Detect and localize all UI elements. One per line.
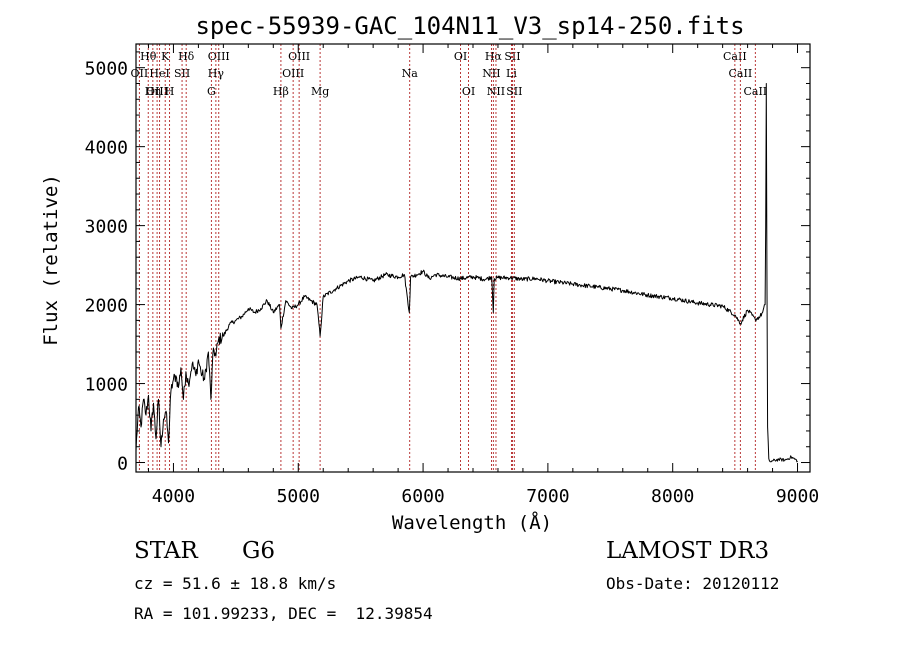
- line-label-21: NII: [482, 67, 500, 80]
- y-tick-label-5: 5000: [85, 59, 128, 80]
- observation-date: Obs-Date: 20120112: [606, 574, 780, 593]
- line-label-10: Hγ: [208, 67, 225, 80]
- line-label-14: OIII: [282, 67, 304, 80]
- line-label-24: SII: [506, 85, 522, 98]
- spectrum-layer: [135, 83, 798, 463]
- object-class: STAR: [134, 538, 198, 564]
- axes: 4000 5000 6000 7000 8000 9000 0 1000 2000 3000 400…: [85, 44, 819, 507]
- y-tick-label-3: 3000: [85, 217, 128, 238]
- line-label-20: SII: [504, 50, 520, 63]
- line-label-22: Li: [506, 67, 517, 80]
- line-label-5: Hη: [145, 85, 161, 98]
- line-label-11: G: [207, 85, 216, 98]
- spectrum-line: [135, 83, 798, 463]
- object-subclass: G6: [242, 538, 276, 564]
- line-label-23: NII: [487, 85, 505, 98]
- x-tick-label-0: 4000: [152, 486, 195, 507]
- line-label-9: OIII: [208, 50, 230, 63]
- line-label-27: CaII: [743, 85, 767, 98]
- line-label-18: OI: [462, 85, 475, 98]
- x-tick-label-2: 6000: [401, 486, 444, 507]
- emission-line-markers: Hθ OII OIII HeI K Hη SII H Hδ OIII Hγ G Hβ OIII OIII Mg…: [131, 44, 767, 472]
- coordinates: RA = 101.99233, DEC = 12.39854: [134, 604, 433, 623]
- line-label-15: Mg: [311, 85, 329, 98]
- plot-frame: [135, 43, 811, 473]
- line-label-1: OII: [131, 67, 149, 80]
- line-label-17: OI: [454, 50, 467, 63]
- x-tick-label-1: 5000: [277, 486, 320, 507]
- survey-name: LAMOST DR3: [606, 538, 770, 564]
- redshift-cz: cz = 51.6 ± 18.8 km/s: [134, 574, 337, 593]
- line-label-19: Hα: [485, 50, 503, 63]
- chart-title: spec-55939-GAC_104N11_V3_sp14-250.fits: [195, 12, 744, 40]
- line-label-2: OIII: [146, 85, 168, 98]
- line-label-26: CaII: [729, 67, 753, 80]
- line-label-0: Hθ: [140, 50, 157, 63]
- y-tick-label-1: 1000: [85, 375, 128, 396]
- x-tick-label-4: 8000: [651, 486, 694, 507]
- x-tick-label-5: 9000: [776, 486, 819, 507]
- x-axis-label: Wavelength (Å): [392, 511, 552, 534]
- line-label-6: SII: [174, 67, 190, 80]
- line-label-12: Hβ: [273, 85, 289, 98]
- y-tick-label-4: 4000: [85, 138, 128, 159]
- line-label-7: H: [165, 85, 175, 98]
- y-axis-label: Flux (relative): [40, 174, 62, 346]
- y-tick-label-2: 2000: [85, 296, 128, 317]
- line-label-16: Na: [402, 67, 419, 80]
- line-label-8: Hδ: [178, 50, 195, 63]
- x-tick-label-3: 7000: [526, 486, 569, 507]
- y-tick-label-0: 0: [117, 454, 128, 475]
- line-label-4: K: [161, 50, 170, 63]
- line-label-25: CaII: [723, 50, 747, 63]
- line-label-13: OIII: [288, 50, 310, 63]
- line-label-3: HeI: [149, 67, 169, 80]
